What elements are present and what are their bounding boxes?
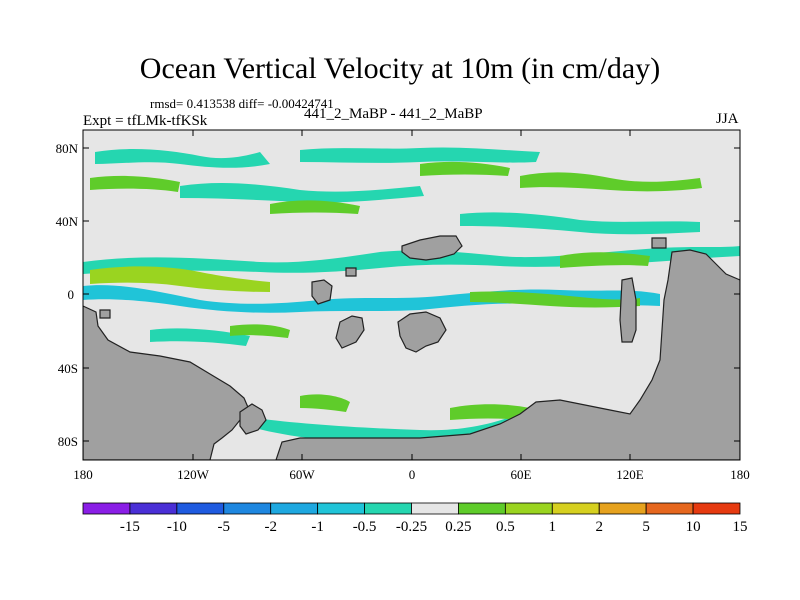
stats-line: rmsd= 0.413538 diff= -0.00424741 — [150, 96, 334, 112]
colorbar-label: -10 — [167, 519, 187, 535]
north-mid-latitude-downwelling — [95, 149, 270, 168]
colorbar-box — [411, 502, 459, 515]
lat-label-40s: 40S — [58, 361, 78, 376]
colorbar-label: 15 — [733, 519, 748, 535]
diff-label: diff= — [238, 96, 265, 111]
tiny-island-b — [651, 237, 667, 249]
lat-tick-marks — [83, 147, 740, 442]
lat-axis-labels: 80N 40N 0 40S 80S — [56, 141, 79, 449]
colorbar-label: -0.5 — [353, 519, 377, 535]
colorbar-label: 2 — [595, 519, 603, 535]
colorbar-labels: -15 -10 -5 -2 -1 -0.5 -0.25 0.25 0.5 1 2 5 10 15 — [120, 519, 748, 535]
colorbar-label: 0.5 — [496, 519, 515, 535]
colorbar-label: 10 — [686, 519, 701, 535]
colorbar-label: -1 — [311, 519, 324, 535]
mid-ocean-island-south — [397, 311, 447, 353]
colorbar-box — [645, 502, 694, 515]
lat-label-80s: 80S — [58, 434, 78, 449]
colorbar-label: -5 — [218, 519, 231, 535]
small-island-south — [335, 315, 365, 349]
lon-label-60e: 60E — [511, 467, 532, 482]
southern-ocean-upwelling-east — [450, 404, 530, 420]
rmsd-value: 0.413538 — [186, 96, 236, 111]
colorbar-box — [504, 502, 553, 515]
atlantic-equatorial-upwelling — [470, 291, 640, 308]
upwelling-regions — [90, 161, 702, 420]
colorbar-box — [458, 502, 506, 515]
colorbar-box — [364, 502, 412, 515]
narrow-island-east — [619, 277, 637, 343]
lon-axis-labels: 180 120W 60W 0 60E 120E 180 — [73, 467, 750, 482]
axis-ticks — [83, 130, 740, 460]
colorbar-label: 1 — [549, 519, 557, 535]
colorbar-box — [223, 502, 272, 515]
colorbar-label: 0.25 — [445, 519, 471, 535]
colorbar-box — [598, 502, 647, 515]
season-label: JJA — [716, 111, 739, 127]
southeast-continent — [275, 249, 740, 460]
colorbar-box — [82, 502, 131, 515]
experiment-label: Expt = tfLMk-tfKSk — [83, 113, 208, 129]
rmsd-label: rmsd= — [150, 96, 184, 111]
colorbar-label: 5 — [642, 519, 650, 535]
lon-label-0: 0 — [409, 467, 416, 482]
lon-label-180-east: 180 — [730, 467, 750, 482]
colorbar: -15 -10 -5 -2 -1 -0.5 -0.25 0.25 0.5 1 2 5 10 15 — [82, 502, 748, 535]
colorbar-label: -0.25 — [396, 519, 427, 535]
north-tropical-upwelling — [560, 252, 650, 268]
south-pacific-upwelling — [230, 324, 290, 338]
mid-ocean-island-north — [401, 235, 463, 261]
colorbar-box — [692, 502, 741, 515]
chart-title: Ocean Vertical Velocity at 10m (in cm/da… — [139, 52, 661, 85]
colorbar-label: -2 — [264, 519, 277, 535]
southern-ocean-upwelling-west — [300, 394, 350, 412]
north-tropical-downwelling-band — [83, 246, 740, 274]
south-ocean-downwelling — [150, 328, 250, 346]
diff-value: -0.00424741 — [267, 96, 334, 111]
lon-tick-marks — [192, 130, 631, 460]
lon-label-120w: 120W — [177, 467, 210, 482]
colorbar-box — [551, 502, 600, 515]
colorbar-label: -15 — [120, 519, 140, 535]
pacific-equatorial-upwelling — [90, 266, 270, 292]
colorbar-box — [270, 502, 319, 515]
north-pacific-downwelling — [180, 183, 424, 203]
north-band-upwelling-east — [520, 172, 702, 192]
lon-label-60w: 60W — [289, 467, 315, 482]
north-band-upwelling-west — [90, 175, 180, 192]
north-subpolar-upwelling — [420, 161, 510, 176]
map-field — [83, 130, 740, 460]
tiny-island-a — [345, 267, 357, 277]
north-band-upwelling-center — [270, 200, 360, 214]
small-island-west — [311, 279, 333, 305]
lat-label-40n: 40N — [56, 214, 79, 229]
lat-label-0: 0 — [68, 287, 75, 302]
lat-label-80n: 80N — [56, 141, 79, 156]
lon-label-120e: 120E — [616, 467, 644, 482]
colorbar-boxes — [82, 502, 741, 515]
case-label: 441_2_MaBP - 441_2_MaBP — [304, 106, 483, 122]
colorbar-box — [129, 502, 178, 515]
colorbar-box — [176, 502, 225, 515]
southern-inlet-land — [239, 403, 267, 435]
land-masses — [83, 235, 740, 460]
colorbar-box — [317, 502, 365, 515]
southwest-continent — [83, 305, 251, 460]
tiny-island-c — [99, 309, 111, 319]
north-atlantic-downwelling — [460, 212, 700, 235]
north-subpolar-downwelling — [300, 147, 540, 163]
lon-label-180-west: 180 — [73, 467, 93, 482]
